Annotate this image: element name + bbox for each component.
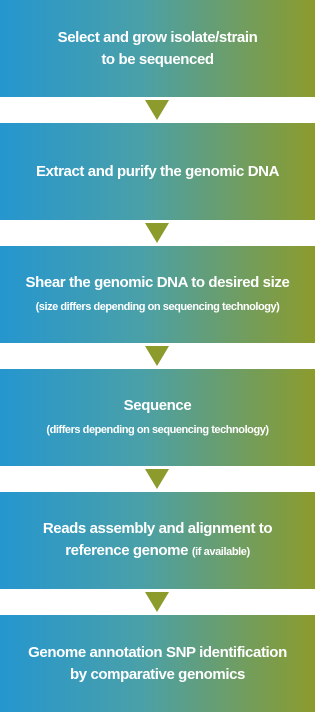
step-text: Genome annotation SNP identification <box>28 643 287 661</box>
step-text: reference genome <box>65 542 189 559</box>
arrow <box>145 223 169 243</box>
step-text: by comparative genomics <box>69 665 246 683</box>
step-box: Extract and purify the genomic DNA <box>0 123 315 220</box>
arrow <box>145 592 169 612</box>
step-box: Sequence (differs depending on sequencin… <box>0 369 315 466</box>
arrow <box>145 346 169 366</box>
arrow <box>145 469 169 489</box>
arrow <box>145 100 169 120</box>
step-text: Reads assembly and alignment to <box>42 520 273 537</box>
step-note: (size differs depending on sequencing te… <box>35 300 280 313</box>
step-note: (if available) <box>191 546 250 558</box>
step-text: Sequence <box>123 396 192 414</box>
step-text: Shear the genomic DNA to desired size <box>25 273 290 291</box>
step-box: Shear the genomic DNA to desired size (s… <box>0 246 315 343</box>
step-text: Select and grow isolate/strain <box>57 28 258 46</box>
step-box: Reads assembly and alignment to referenc… <box>0 492 315 589</box>
step-box: Genome annotation SNP identification by … <box>0 615 315 712</box>
step-text: to be sequenced <box>101 50 214 68</box>
step-note: (differs depending on sequencing technol… <box>46 423 269 436</box>
step-text: Extract and purify the genomic DNA <box>35 162 280 180</box>
step-box: Select and grow isolate/strain to be seq… <box>0 0 315 97</box>
step-text-row: reference genome (if available) <box>65 540 250 563</box>
